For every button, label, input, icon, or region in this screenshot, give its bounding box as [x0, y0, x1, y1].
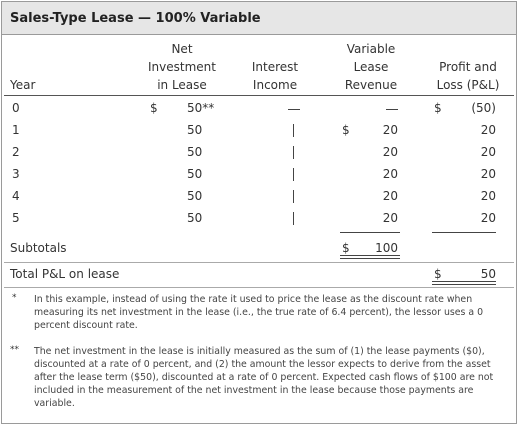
row-pl-value: 20 [480, 167, 496, 181]
row-net-investment-value: 50 [187, 211, 203, 225]
row-net-investment-value: 50 [187, 145, 203, 159]
row-revenue-value: 20 [382, 167, 398, 181]
row-pl-value: 20 [480, 189, 496, 203]
subtotal-underline-revenue [340, 232, 400, 233]
total-pl-value: 50 [480, 267, 496, 281]
total-rule [4, 262, 514, 263]
header-profit-and-loss: Profit and Loss (P&L) [436, 60, 500, 92]
total-label: Total P&L on lease [10, 267, 120, 281]
interest-income-dash [293, 124, 294, 137]
total-pl-dollar: $ [434, 267, 442, 281]
subtotals-label: Subtotals [10, 241, 67, 255]
interest-income-dash [293, 190, 294, 203]
header-net-investment: Net Investment in Lease [148, 42, 216, 92]
subtotal-double-rule-2 [340, 258, 400, 259]
row-net-investment-dollar: $ [150, 101, 158, 115]
row-year: 0 [12, 101, 20, 115]
row-revenue-value: 20 [382, 145, 398, 159]
row-pl-value: 20 [480, 211, 496, 225]
row-year: 3 [12, 167, 20, 181]
header-year: Year [10, 78, 36, 92]
interest-income-dash [288, 109, 300, 110]
interest-income-dash [293, 168, 294, 181]
interest-income-dash [293, 212, 294, 225]
footnote-mark-1: * [12, 293, 17, 303]
row-revenue-value: 20 [382, 123, 398, 137]
interest-income-dash [293, 146, 294, 159]
total-double-rule-1 [432, 281, 496, 282]
row-revenue-value: 20 [382, 189, 398, 203]
total-double-rule-2 [432, 284, 496, 285]
row-net-investment-value: 50** [187, 101, 215, 115]
row-year: 4 [12, 189, 20, 203]
header-rule [4, 95, 514, 96]
subtotal-double-rule-1 [340, 255, 400, 256]
footnote-mark-2: ** [10, 345, 19, 355]
table-title: Sales-Type Lease — 100% Variable [10, 11, 261, 26]
row-pl-value: 20 [480, 145, 496, 159]
row-net-investment-value: 50 [187, 123, 203, 137]
footnote-text-1: In this example, instead of using the ra… [34, 294, 484, 331]
row-pl-value: 20 [480, 123, 496, 137]
row-net-investment-value: 50 [187, 189, 203, 203]
notes-divider [4, 287, 514, 288]
footnote-text-2: The net investment in the lease is initi… [34, 346, 494, 409]
row-pl-dollar: $ [434, 101, 442, 115]
row-revenue-dollar: $ [342, 123, 350, 137]
subtotal-revenue-value: 100 [375, 241, 398, 255]
header-variable-lease-revenue: Variable Lease Revenue [344, 42, 398, 92]
revenue-dash [386, 109, 398, 110]
row-year: 2 [12, 145, 20, 159]
subtotal-revenue-dollar: $ [342, 241, 350, 255]
row-year: 5 [12, 211, 20, 225]
row-net-investment-value: 50 [187, 167, 203, 181]
row-year: 1 [12, 123, 20, 137]
row-revenue-value: 20 [382, 211, 398, 225]
header-interest-income: Interest Income [251, 60, 299, 92]
subtotal-underline-pl [432, 232, 496, 233]
row-pl-value: (50) [471, 101, 496, 115]
title-bar: Sales-Type Lease — 100% Variable [2, 2, 516, 35]
